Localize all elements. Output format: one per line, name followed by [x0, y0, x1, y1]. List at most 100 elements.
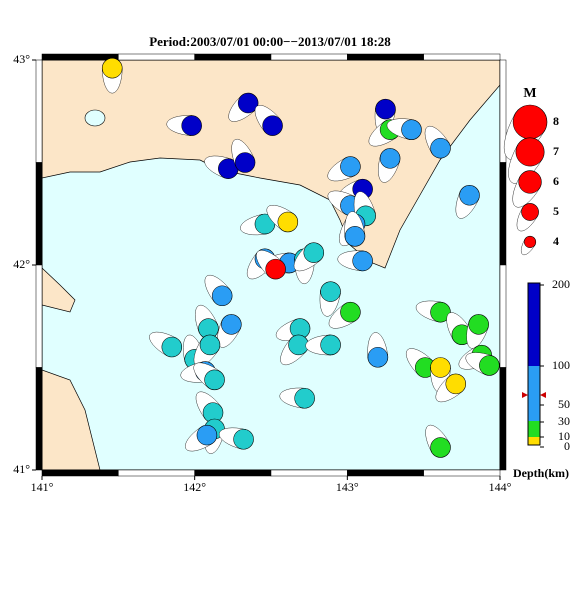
focal-mechanism: [344, 211, 366, 247]
ball-white: [279, 387, 306, 409]
focal-mechanism: [455, 185, 480, 219]
ball-white: [446, 312, 471, 340]
y-tick-label: 42°: [13, 257, 30, 271]
frame-strip: [270, 53, 348, 61]
ball-white: [424, 125, 450, 154]
focal-mechanism: [217, 314, 242, 348]
ball-white: [344, 211, 366, 238]
legend-ball: [503, 104, 548, 160]
ball-white: [327, 157, 356, 182]
focal-mechanism: [466, 314, 489, 349]
legend-ball: [521, 235, 537, 256]
focal-mechanism: [231, 139, 256, 173]
focal-mechanism: [367, 332, 389, 368]
ball-white: [378, 155, 400, 183]
ball-white: [195, 304, 218, 333]
ball-white: [217, 320, 241, 348]
depth-title: Depth(km): [513, 466, 569, 480]
legend-label: 8: [553, 114, 559, 128]
ball-white: [415, 300, 443, 323]
ball-white: [319, 290, 341, 317]
focal-mechanism: [465, 352, 500, 376]
focal-mechanism: [337, 250, 373, 272]
ball-white: [185, 426, 213, 452]
ball-white: [327, 190, 356, 215]
frame-strip: [194, 53, 272, 61]
ball-white: [218, 427, 246, 450]
ball-white: [367, 332, 389, 359]
focal-mechanism: [305, 334, 341, 356]
title: Period:2003/07/01 00:00−−2013/07/01 18:2…: [149, 34, 391, 49]
frame-strip: [423, 469, 501, 477]
focal-mechanism: [240, 213, 276, 236]
frame-strip: [499, 367, 507, 471]
focal-mechanism: [195, 391, 224, 423]
frame-strip: [41, 53, 119, 61]
ball-white: [386, 118, 414, 140]
focal-mechanism: [275, 318, 311, 342]
frame-strip: [270, 469, 348, 477]
frame-strip: [423, 53, 501, 61]
ball-white: [254, 105, 281, 133]
focal-mechanism: [425, 424, 451, 458]
focal-mechanism: [149, 331, 183, 358]
lake: [84, 109, 106, 127]
ball-white: [180, 361, 208, 383]
ball-white: [305, 334, 331, 356]
x-tick-label: 143°: [336, 480, 359, 494]
focal-mechanism: [256, 250, 286, 280]
depth-tick-label: 10: [558, 429, 570, 443]
ball-white: [195, 391, 222, 419]
land: [42, 267, 76, 313]
ball-white: [266, 205, 294, 231]
legend-label: 7: [553, 144, 559, 158]
ball-white: [293, 245, 321, 272]
frame-strip: [35, 367, 43, 471]
ball-white: [193, 362, 221, 388]
focal-mechanism: [435, 373, 467, 403]
ball-white: [512, 176, 541, 208]
ball-white: [240, 213, 267, 236]
legend-ball: [516, 203, 539, 232]
focal-mechanism: [378, 148, 401, 183]
ball-white: [166, 115, 193, 136]
frame-strip: [499, 162, 507, 266]
focal-mechanism: [319, 281, 341, 317]
depth-bar: [522, 282, 546, 446]
focal-mechanism: [424, 125, 451, 159]
focal-mechanism: [405, 348, 436, 378]
frame-strip: [347, 53, 424, 61]
focal-mechanism: [293, 242, 325, 272]
x-tick-label: 144°: [489, 480, 512, 494]
focal-mechanism: [386, 118, 422, 140]
focal-mechanism: [327, 156, 361, 182]
legend-label: 5: [553, 204, 559, 218]
focal-mechanism: [185, 424, 218, 452]
ball-white: [149, 331, 177, 356]
ball-white: [405, 348, 433, 375]
ball-white: [435, 376, 463, 403]
depth-tick-label: 30: [558, 414, 570, 428]
focal-mechanism: [101, 57, 123, 94]
ball-white: [328, 303, 357, 329]
frame-strip: [347, 469, 424, 477]
focal-mechanism: [193, 362, 225, 391]
focal-mechanism: [280, 334, 309, 366]
focal-mechanism: [328, 301, 361, 329]
frame-strip: [118, 53, 195, 61]
ball-white: [521, 239, 536, 256]
legend-label: 4: [553, 234, 559, 248]
ball-white: [466, 321, 489, 349]
focal-mechanism: [228, 92, 259, 122]
ball-white: [204, 274, 231, 303]
depth-tick-label: 100: [552, 358, 570, 372]
focal-mechanism: [166, 115, 202, 136]
focal-mechanism: [204, 274, 233, 307]
ball-white: [337, 250, 364, 272]
focal-mechanism: [279, 387, 315, 409]
focal-mechanism: [218, 427, 254, 450]
land: [42, 369, 101, 470]
ball-white: [256, 250, 283, 277]
ball-white: [353, 191, 376, 219]
